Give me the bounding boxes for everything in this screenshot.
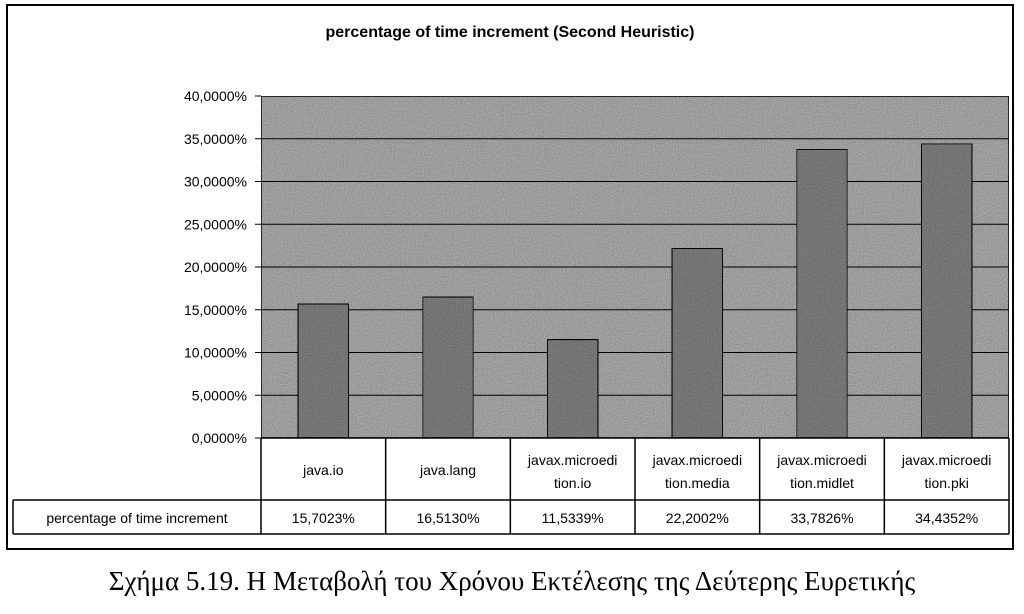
category-label: javax.microedi tion.media [652, 452, 742, 491]
category-label: javax.microedi tion.pki [901, 452, 991, 491]
y-tick-label: 40,0000% [184, 88, 247, 104]
bar [297, 302, 350, 439]
bars [297, 142, 973, 439]
y-tick-label: 5,0000% [192, 387, 247, 403]
bar-chart: percentage of time increment (Second Heu… [12, 24, 1010, 535]
y-tick-label: 0,0000% [192, 430, 247, 446]
value-label: 22,2002% [666, 510, 729, 526]
y-axis: 0,0000% 5,0000% 10,0000% 15,0000% 20,0000% 25… [184, 88, 261, 446]
value-label: 16,5130% [416, 510, 479, 526]
bar [546, 338, 599, 439]
figure-caption: Σχήμα 5.19. Η Μεταβολή του Χρόνου Εκτέλε… [108, 566, 916, 596]
bar [920, 142, 973, 439]
value-label: 11,5339% [542, 510, 604, 526]
bar [795, 148, 849, 439]
data-table: java.io java.lang javax.microedi tion.io jav… [12, 437, 1010, 535]
value-label: 33,7826% [790, 510, 853, 526]
bar [671, 247, 724, 439]
y-tick-label: 25,0000% [184, 216, 247, 232]
category-label: java.lang [419, 462, 476, 478]
category-label: javax.microedi tion.midlet [776, 452, 866, 491]
y-tick-label: 15,0000% [184, 302, 247, 318]
category-label: java.io [302, 462, 344, 478]
y-tick-label: 10,0000% [184, 345, 247, 361]
y-tick-label: 20,0000% [184, 259, 247, 275]
value-label: 34,4352% [915, 510, 978, 526]
series-name-label: percentage of time increment [46, 510, 227, 526]
grid-lines [261, 138, 1009, 396]
chart-title: percentage of time increment (Second Heu… [326, 24, 695, 41]
value-label: 15,7023% [292, 510, 355, 526]
category-label: javax.microedi tion.io [527, 452, 617, 491]
y-tick-label: 35,0000% [184, 131, 247, 147]
y-tick-label: 30,0000% [184, 174, 247, 190]
bar [421, 296, 475, 439]
